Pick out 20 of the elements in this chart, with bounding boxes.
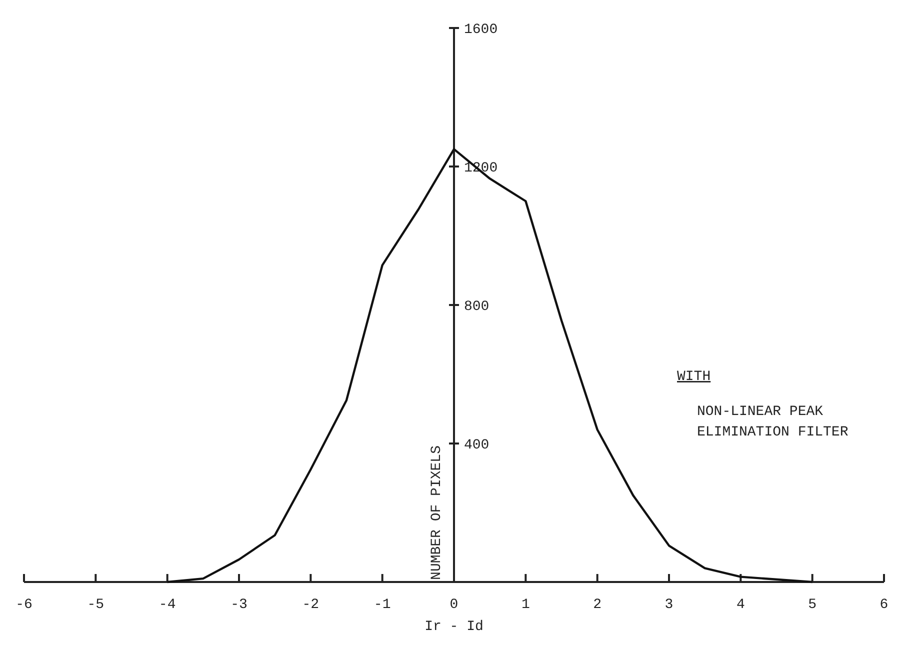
x-tick-label: 4 <box>736 597 745 613</box>
annotation: NON-LINEAR PEAK ELIMINATION FILTER <box>697 404 849 440</box>
x-tick-label: -5 <box>87 597 104 613</box>
y-tick-label: 400 <box>464 437 490 454</box>
x-tick-label: -3 <box>230 597 248 613</box>
annotation: WITH <box>677 369 711 385</box>
x-tick-label: -1 <box>374 597 391 613</box>
x-tick-label: -4 <box>158 597 176 613</box>
x-axis-title: Ir - Id <box>424 619 484 635</box>
x-tick-label: 1 <box>521 597 530 613</box>
x-tick-label: 6 <box>880 597 888 613</box>
y-tick-label: 800 <box>464 298 490 315</box>
x-tick-label: -2 <box>302 597 320 613</box>
y-tick-label: 1600 <box>464 22 498 38</box>
x-tick-label: 3 <box>664 597 674 613</box>
x-tick-label: 0 <box>450 597 458 613</box>
x-tick-label: 2 <box>593 597 602 613</box>
x-tick-label: -6 <box>16 597 32 613</box>
y-axis-title: NUMBER OF PIXELS <box>429 446 445 580</box>
x-tick-label: 5 <box>808 597 817 613</box>
